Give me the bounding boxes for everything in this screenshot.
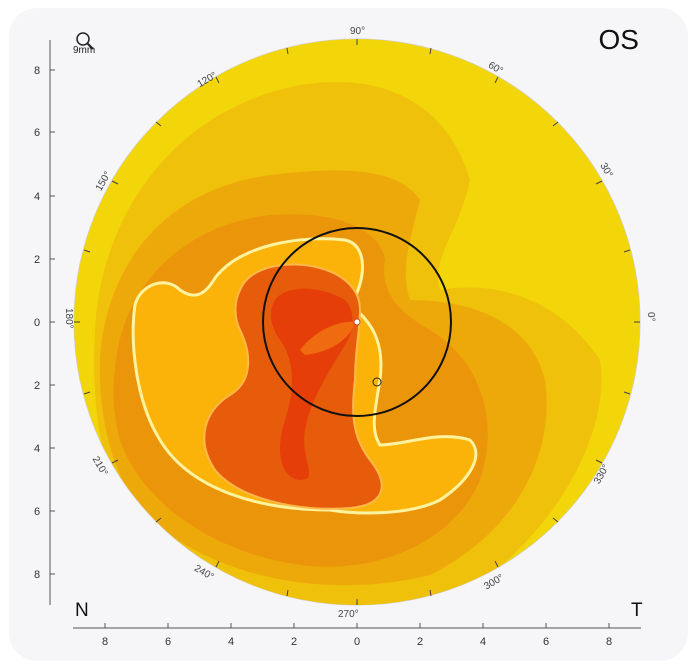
x-tick-label: 4 (228, 636, 234, 648)
color-map (74, 39, 640, 605)
magnifier-icon[interactable] (76, 32, 94, 50)
x-tick-label: 2 (291, 636, 297, 648)
y-tick-label: 4 (34, 443, 40, 455)
y-tick-label: 4 (34, 191, 40, 203)
x-axis-labels: 8 6 4 2 0 2 4 6 8 (102, 636, 612, 648)
x-tick-label: 2 (417, 636, 423, 648)
nasal-label: N (75, 600, 89, 621)
x-tick-label: 8 (102, 636, 108, 648)
temporal-label: T (631, 600, 643, 621)
x-tick-label: 8 (606, 636, 612, 648)
degree-ticks (74, 39, 640, 605)
y-axis-ticks (50, 69, 55, 575)
y-tick-label: 0 (34, 317, 40, 329)
deg-300: 300° (482, 572, 505, 592)
deg-210: 210° (90, 455, 110, 478)
y-axis-labels: 8 6 4 2 0 2 4 6 8 (34, 65, 40, 581)
y-tick-label: 6 (34, 506, 40, 518)
pupil-circle (262, 227, 452, 417)
deg-180: 180° (63, 308, 74, 329)
deg-90: 90° (350, 26, 365, 37)
eye-label: OS (598, 24, 639, 55)
zoom-label: 9mm (73, 45, 96, 56)
y-tick-label: 8 (34, 65, 40, 77)
x-tick-label: 4 (480, 636, 486, 648)
deg-240: 240° (192, 563, 215, 583)
pupil-center-marker (372, 377, 382, 387)
y-tick-label: 6 (34, 127, 40, 139)
x-tick-label: 0 (354, 636, 360, 648)
x-tick-label: 6 (165, 636, 171, 648)
y-tick-label: 2 (34, 254, 40, 266)
map-level-6b (300, 321, 355, 355)
deg-0: 0° (645, 312, 656, 322)
x-tick-label: 6 (543, 636, 549, 648)
vertex-marker (353, 318, 361, 326)
y-tick-label: 2 (34, 380, 40, 392)
x-axis-ticks (104, 623, 610, 628)
y-tick-label: 8 (34, 569, 40, 581)
deg-270: 270° (338, 609, 359, 620)
